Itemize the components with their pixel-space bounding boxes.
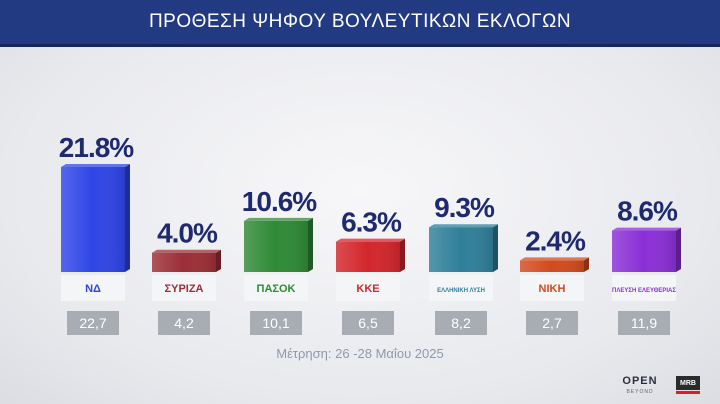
bar-top <box>152 249 221 253</box>
bar-top <box>429 224 498 228</box>
party-logo-text: ΝΙΚΗ <box>539 283 566 295</box>
previous-value-label: 6,5 <box>358 315 378 331</box>
bar-top <box>612 227 681 231</box>
party-logo-text: ΚΚΕ <box>356 283 379 295</box>
mrb-logo-accent <box>676 391 700 394</box>
value-label: 9.3% <box>434 192 495 223</box>
value-label: 21.8% <box>59 132 134 163</box>
bar-top <box>336 238 405 242</box>
bar-shine <box>244 220 308 272</box>
bar-side <box>216 249 221 272</box>
open-logo-text: OPEN <box>622 375 658 387</box>
bar-top <box>61 163 130 167</box>
bar-group-4: 6.3% ΚΚΕ 6,5 <box>336 207 405 335</box>
bar-side <box>308 217 313 272</box>
poll-date-note: Μέτρηση: 26 -28 Μαΐου 2025 <box>276 346 444 361</box>
bar-side <box>584 257 589 272</box>
bar-group-7: 8.6% ΠΛΕΥΣΗ ΕΛΕΥΘΕΡΙΑΣ 11,9 <box>612 196 681 335</box>
previous-value-box <box>67 311 119 335</box>
value-label: 6.3% <box>341 207 402 238</box>
party-logo-text: ΕΛΛΗΝΙΚΗ ΛΥΣΗ <box>437 288 485 294</box>
bar-group-6: 2.4% ΝΙΚΗ 2,7 <box>520 225 589 335</box>
open-tv-logo: OPEN BEYOND <box>618 376 662 398</box>
bar-shine <box>429 227 493 272</box>
previous-value-box <box>342 311 394 335</box>
bar-group-3: 10.6% ΠΑΣΟΚ 10,1 <box>242 186 318 335</box>
mrb-logo: MRB <box>676 376 700 390</box>
previous-value-label: 8,2 <box>451 315 471 331</box>
bar-shine <box>520 260 584 272</box>
value-label: 2.4% <box>525 225 586 256</box>
party-logo-text: ΝΔ <box>85 283 101 295</box>
bar-side <box>493 224 498 272</box>
chart-title: ΠΡΟΘΕΣΗ ΨΗΦΟΥ ΒΟΥΛΕΥΤΙΚΩΝ ΕΚΛΟΓΩΝ <box>148 11 572 32</box>
bar-side <box>125 163 130 272</box>
previous-value-label: 22,7 <box>79 315 106 331</box>
title-bar: ΠΡΟΘΕΣΗ ΨΗΦΟΥ ΒΟΥΛΕΥΤΙΚΩΝ ΕΚΛΟΓΩΝ <box>0 0 720 47</box>
previous-value-label: 2,7 <box>542 315 562 331</box>
bar-group-1: 21.8% ΝΔ 22,7 <box>59 132 135 335</box>
party-logo-box <box>61 275 125 301</box>
bar-shine <box>336 241 400 272</box>
previous-value-box <box>435 311 487 335</box>
bar-shine <box>152 252 216 272</box>
value-label: 4.0% <box>157 218 218 249</box>
value-label: 10.6% <box>242 186 317 217</box>
party-logo-box <box>429 275 493 301</box>
party-logo-box <box>152 275 216 301</box>
bar-top <box>520 257 589 261</box>
value-label: 8.6% <box>617 196 678 227</box>
bar-top <box>244 217 313 221</box>
bar-side <box>676 227 681 272</box>
previous-value-box <box>158 311 210 335</box>
party-logo-text: ΠΑΣΟΚ <box>257 283 296 295</box>
previous-value-box <box>250 311 302 335</box>
party-logo-text: ΠΛΕΥΣΗ ΕΛΕΥΘΕΡΙΑΣ <box>612 288 676 294</box>
party-logo-box <box>244 275 308 301</box>
previous-value-label: 4,2 <box>174 315 194 331</box>
previous-value-box <box>526 311 578 335</box>
bar-group-5: 9.3% ΕΛΛΗΝΙΚΗ ΛΥΣΗ 8,2 <box>429 192 498 335</box>
previous-value-label: 11,9 <box>631 315 657 331</box>
party-logo-box <box>520 275 584 301</box>
party-logo-text: ΣΥΡΙΖΑ <box>165 283 204 295</box>
bar-side <box>400 238 405 272</box>
bar-shine <box>612 230 676 272</box>
bar-group-2: 4.0% ΣΥΡΙΖΑ 4,2 <box>152 218 221 335</box>
previous-value-label: 10,1 <box>262 315 289 331</box>
party-logo-box <box>612 275 676 301</box>
open-logo-subtext: BEYOND <box>626 389 654 395</box>
bar-shine <box>61 166 125 272</box>
party-logo-box <box>336 275 400 301</box>
previous-value-box <box>618 311 670 335</box>
